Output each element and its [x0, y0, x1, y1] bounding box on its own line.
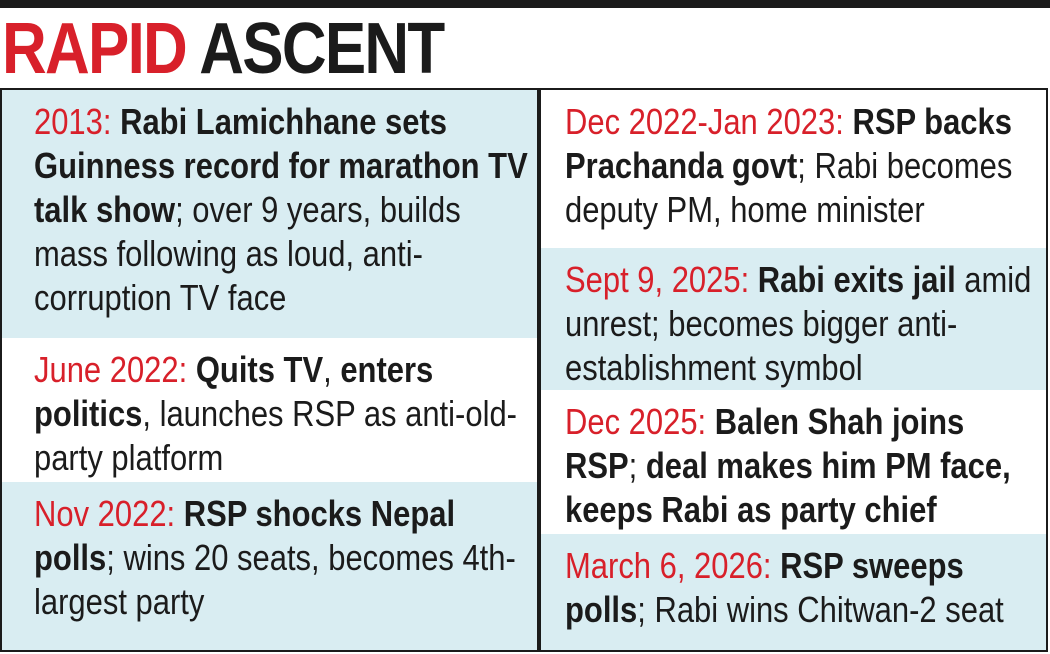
entry-headline: RSP sweeps polls — [565, 545, 964, 630]
entry-text: ; Rabi wins Chitwan-2 seat — [637, 589, 1004, 630]
entry-headline: RSP shocks Nepal polls — [34, 493, 456, 578]
title-rapid: RAPID — [2, 9, 188, 89]
timeline-entry-2013: 2013: Rabi Lamichhane sets Guinness reco… — [2, 90, 537, 338]
entry-date: Dec 2022-Jan 2023: — [565, 101, 844, 142]
entry-text: ; over 9 years, builds mass following as… — [34, 189, 461, 318]
entry-headline: Quits TV — [195, 349, 324, 390]
entry-date: 2013: — [34, 101, 112, 142]
timeline-entry-nov-2022: Nov 2022: RSP shocks Nepal polls; wins 2… — [2, 482, 537, 650]
timeline-right-column: Dec 2022-Jan 2023: RSP backs Prachanda g… — [541, 90, 1046, 650]
entry-text: ; wins 20 seats, becomes 4th-largest par… — [34, 537, 516, 622]
entry-text-2: , launches RSP as anti-old-party platfor… — [34, 393, 517, 478]
timeline-entry-dec-2025: Dec 2025: Balen Shah joins RSP; deal mak… — [541, 390, 1046, 534]
entry-date: Dec 2025: — [565, 401, 707, 442]
entry-headline: Rabi exits jail — [757, 259, 956, 300]
entry-headline: Rabi Lamichhane sets Guinness record for… — [34, 101, 528, 230]
timeline-left-column: 2013: Rabi Lamichhane sets Guinness reco… — [2, 90, 537, 650]
page-title: RAPID ASCENT — [2, 13, 445, 85]
timeline-entry-sept-2025: Sept 9, 2025: Rabi exits jail amid unres… — [541, 248, 1046, 390]
timeline-entry-june-2022: June 2022: Quits TV, enters politics, la… — [2, 338, 537, 482]
entry-text: , — [323, 349, 341, 390]
timeline-entry-march-2026: March 6, 2026: RSP sweeps polls; Rabi wi… — [541, 534, 1046, 650]
entry-date: March 6, 2026: — [565, 545, 772, 586]
entry-headline-2: deal makes him PM face, keeps Rabi as pa… — [565, 445, 1011, 530]
entry-date: Nov 2022: — [34, 493, 176, 534]
entry-text: ; Rabi becomes deputy PM, home minister — [565, 145, 1013, 230]
top-rule — [0, 0, 1050, 8]
title-ascent: ASCENT — [199, 9, 445, 89]
timeline-frame: 2013: Rabi Lamichhane sets Guinness reco… — [0, 88, 1048, 652]
entry-headline: Balen Shah joins RSP — [565, 401, 965, 486]
entry-headline-2: enters politics — [34, 349, 434, 434]
entry-text: amid unrest; becomes bigger anti-establi… — [565, 259, 1032, 388]
column-divider — [537, 90, 541, 650]
entry-date: June 2022: — [34, 349, 188, 390]
entry-text: ; — [628, 445, 646, 486]
entry-headline: RSP backs Prachanda govt — [565, 101, 1012, 186]
timeline-entry-dec-2022: Dec 2022-Jan 2023: RSP backs Prachanda g… — [541, 90, 1046, 248]
entry-date: Sept 9, 2025: — [565, 259, 750, 300]
